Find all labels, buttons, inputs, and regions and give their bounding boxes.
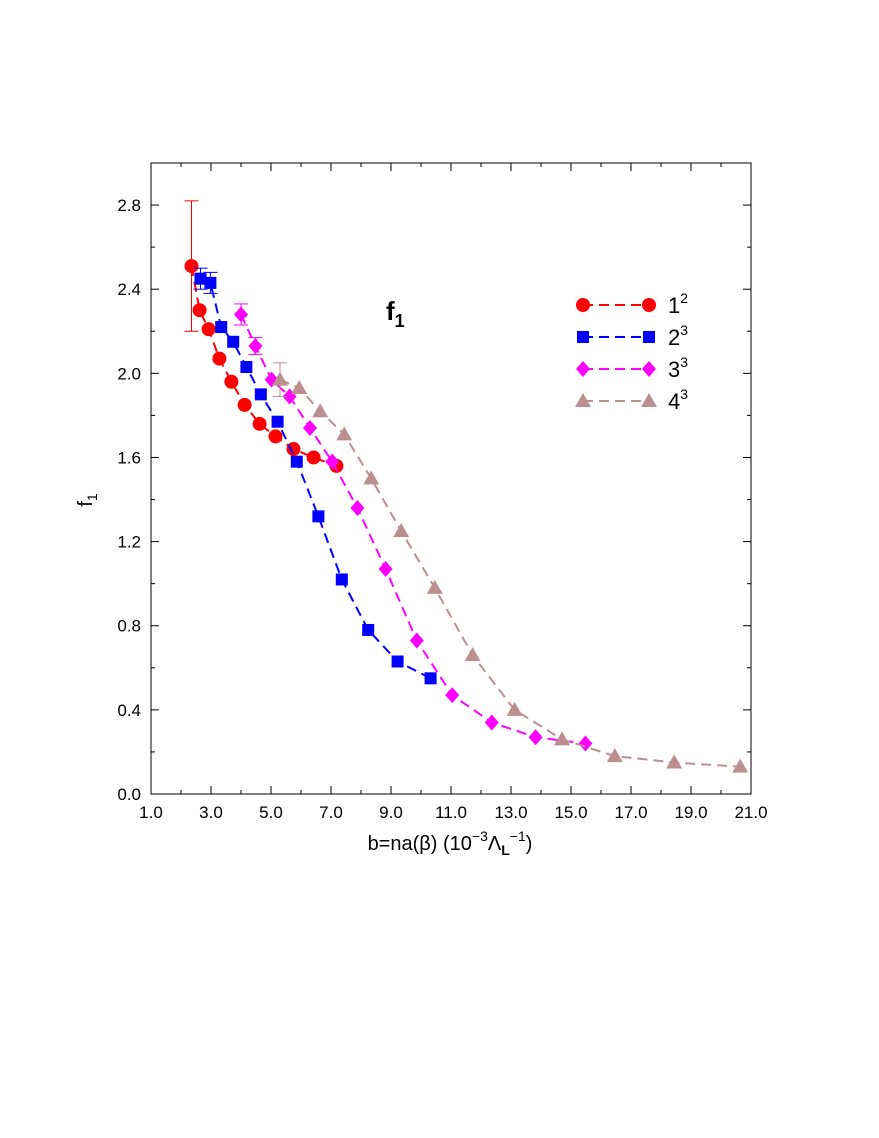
data-point (335, 573, 348, 586)
legend-label: 43 (668, 386, 688, 414)
legend-item: 23 (577, 322, 688, 350)
y-tick-label: 2.4 (117, 280, 141, 299)
data-point (409, 632, 424, 649)
data-point (272, 371, 288, 386)
data-point (424, 672, 437, 685)
series-3 (234, 303, 593, 752)
x-tick-label: 3.0 (199, 803, 223, 822)
data-point (732, 758, 749, 773)
data-point (391, 655, 404, 668)
data-point (528, 729, 543, 746)
y-tick-label: 1.6 (117, 448, 141, 467)
data-point (506, 701, 523, 716)
data-point (184, 259, 199, 274)
data-point (325, 453, 340, 470)
x-tick-label: 13.0 (494, 803, 527, 822)
legend-item: 12 (576, 290, 688, 318)
x-tick-label: 11.0 (435, 803, 467, 822)
data-point (362, 623, 375, 636)
data-point (666, 754, 683, 769)
legend-marker-left (577, 331, 589, 343)
series-1 (184, 200, 344, 473)
series-line (240, 313, 586, 745)
y-tick-label: 1.2 (117, 533, 141, 552)
axis-ticks: 1.0 3.0 5.0 7.0 9.0 11.0 13.0 15.0 17.0 19.0 21.0 0… (117, 162, 768, 822)
y-axis-title: f1 (75, 493, 100, 507)
data-point (194, 272, 207, 285)
data-point (378, 560, 393, 577)
data-point (240, 361, 253, 374)
y-tick-label: 2.0 (117, 364, 141, 383)
plot-annotation: f1 (386, 296, 405, 331)
data-point (445, 687, 460, 704)
data-point (248, 337, 263, 354)
data-point (554, 731, 570, 746)
data-point (303, 420, 317, 437)
data-point (426, 579, 443, 594)
x-tick-label: 15.0 (554, 803, 587, 822)
data-point (312, 510, 325, 523)
data-point (212, 351, 227, 366)
series-2 (193, 267, 437, 685)
data-point (286, 442, 301, 457)
legend-item: 43 (575, 386, 688, 414)
x-tick-label: 1.0 (139, 803, 163, 822)
legend-marker-right (642, 361, 656, 377)
data-point (254, 388, 267, 401)
data-point (271, 415, 284, 428)
legend-marker-left (576, 361, 590, 377)
data-point (291, 380, 308, 395)
data-point (393, 523, 410, 538)
data-point (336, 426, 353, 441)
y-tick-label: 0.8 (117, 617, 141, 636)
legend-label: 12 (668, 290, 688, 318)
data-point (234, 306, 248, 323)
x-tick-label: 5.0 (259, 803, 283, 822)
legend-marker-right (642, 298, 656, 312)
data-point (237, 397, 252, 412)
series-4 (272, 362, 749, 773)
data-point (290, 455, 303, 468)
x-axis-title: b=na(β) (10−3ΛL−1) (368, 828, 533, 858)
legend-item: 33 (576, 354, 688, 382)
legend-marker-right (643, 331, 655, 343)
legend: 12 23 33 43 (575, 290, 688, 414)
data-point (204, 276, 217, 289)
y-tick-label: 2.8 (117, 196, 141, 215)
x-tick-label: 19.0 (674, 803, 707, 822)
data-point (201, 322, 216, 337)
data-point (268, 429, 283, 444)
data-point (192, 303, 207, 318)
x-tick-label: 21.0 (734, 803, 767, 822)
data-point (606, 748, 623, 763)
y-tick-label: 0.0 (117, 785, 141, 804)
data-point (312, 403, 329, 418)
y-tick-label: 0.4 (117, 701, 141, 720)
legend-label: 33 (668, 354, 688, 382)
data-point (350, 499, 365, 516)
data-point (252, 416, 267, 431)
legend-label: 23 (668, 322, 688, 350)
legend-marker-right (641, 393, 657, 407)
x-tick-label: 7.0 (319, 803, 343, 822)
series-layer (184, 200, 749, 773)
data-point (224, 374, 239, 389)
data-point (578, 735, 593, 752)
data-point (484, 714, 499, 731)
legend-marker-left (575, 393, 591, 407)
x-tick-label: 9.0 (379, 803, 403, 822)
data-point (464, 647, 481, 662)
legend-marker-left (576, 298, 590, 312)
data-point (363, 470, 380, 485)
x-tick-label: 17.0 (614, 803, 647, 822)
data-point (215, 321, 228, 334)
data-point (227, 335, 240, 348)
data-point (306, 450, 321, 465)
